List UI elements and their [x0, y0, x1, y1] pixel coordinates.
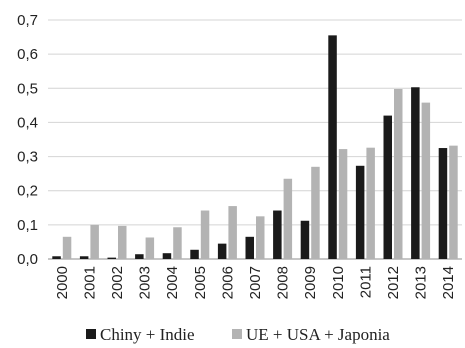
bar-chiny-indie — [328, 35, 337, 259]
bar-chiny-indie — [383, 115, 392, 259]
x-tick-label: 2000 — [54, 266, 71, 299]
bar-ue-usa-japonia — [90, 224, 99, 259]
x-tick-label: 2012 — [385, 266, 402, 299]
bar-ue-usa-japonia — [366, 147, 375, 259]
bar-chiny-indie — [107, 257, 116, 259]
bar-chiny-indie — [162, 253, 172, 259]
bar-chiny-indie — [52, 256, 61, 259]
x-tick-label: 2014 — [440, 266, 457, 299]
bar-chiny-indie — [355, 165, 365, 259]
bar-chiny-indie — [300, 220, 310, 259]
legend: Chiny + Indie UE + USA + Japonia — [86, 325, 390, 344]
x-tick-label: 2007 — [247, 266, 264, 299]
y-tick-label: 0,2 — [17, 183, 38, 200]
x-tick-label: 2005 — [192, 266, 209, 299]
bar-ue-usa-japonia — [200, 210, 210, 259]
y-tick-label: 0,5 — [17, 80, 38, 97]
x-tick-label: 2004 — [164, 266, 181, 299]
y-tick-label: 0,1 — [17, 217, 38, 234]
bar-ue-usa-japonia — [62, 236, 72, 259]
bar-ue-usa-japonia — [338, 149, 348, 259]
y-axis-ticks: 0,0 0,1 0,2 0,3 0,4 0,5 0,6 0,7 — [17, 12, 38, 268]
y-tick-label: 0,0 — [17, 251, 38, 268]
bar-ue-usa-japonia — [283, 178, 293, 259]
y-tick-label: 0,4 — [17, 114, 38, 131]
bar-ue-usa-japonia — [311, 166, 320, 259]
bar-ue-usa-japonia — [228, 206, 237, 259]
bar-ue-usa-japonia — [394, 88, 403, 259]
bar-ue-usa-japonia — [421, 102, 431, 259]
x-axis-ticks: 2000 2001 2002 2003 2004 2005 2006 2007 2008 2009… — [54, 266, 457, 299]
bar-chiny-indie — [273, 210, 282, 259]
x-tick-label: 2013 — [413, 266, 430, 299]
bar-ue-usa-japonia — [173, 227, 182, 259]
bar-ue-usa-japonia — [145, 237, 155, 259]
bar-chiny-indie — [245, 236, 254, 259]
legend-label-ue-usa-japonia: UE + USA + Japonia — [246, 325, 390, 344]
x-tick-label: 2010 — [330, 266, 347, 299]
bar-chiny-indie — [217, 243, 227, 259]
gridlines — [48, 19, 462, 260]
legend-swatch-ue-usa-japonia — [232, 329, 242, 339]
y-tick-label: 0,3 — [17, 149, 38, 166]
x-tick-label: 2009 — [302, 266, 319, 299]
bar-ue-usa-japonia — [118, 225, 127, 259]
x-tick-label: 2006 — [219, 266, 236, 299]
x-tick-label: 2008 — [275, 266, 292, 299]
x-tick-label: 2003 — [137, 266, 154, 299]
bar-chiny-indie — [411, 87, 420, 259]
bar-chiny-indie — [135, 254, 144, 259]
bar-ue-usa-japonia — [449, 145, 458, 259]
x-tick-label: 2011 — [357, 266, 374, 298]
bar-chiny-indie — [190, 249, 199, 259]
bar-chiny-indie — [79, 256, 89, 259]
bar-chiny-indie — [438, 148, 448, 259]
x-tick-label: 2001 — [81, 266, 98, 299]
y-tick-label: 0,7 — [17, 12, 38, 29]
x-tick-label: 2002 — [109, 266, 126, 299]
legend-label-chiny-indie: Chiny + Indie — [100, 325, 195, 344]
y-tick-label: 0,6 — [17, 46, 38, 63]
bar-ue-usa-japonia — [256, 216, 265, 259]
legend-swatch-chiny-indie — [86, 329, 96, 339]
bars — [52, 35, 458, 259]
